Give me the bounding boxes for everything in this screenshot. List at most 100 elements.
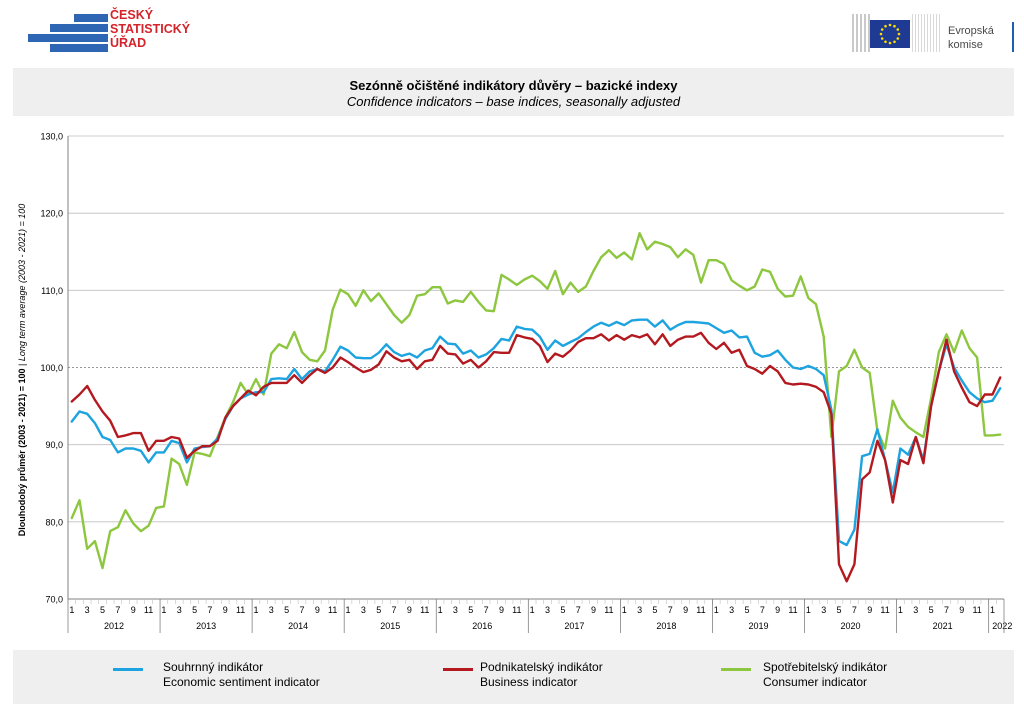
legend-swatch-economic bbox=[113, 668, 143, 671]
eu-logo-divider bbox=[1012, 22, 1014, 52]
x-year-label: 2020 bbox=[841, 621, 861, 631]
legend-label-economic: Souhrnný indikátor bbox=[163, 660, 264, 674]
x-month-label: 3 bbox=[637, 605, 642, 615]
x-month-label: 3 bbox=[453, 605, 458, 615]
csu-logo-line-1: ČESKÝ bbox=[110, 8, 154, 22]
x-year-label: 2015 bbox=[380, 621, 400, 631]
x-month-label: 5 bbox=[652, 605, 657, 615]
x-month-label: 1 bbox=[530, 605, 535, 615]
x-month-label: 3 bbox=[729, 605, 734, 615]
x-month-label: 1 bbox=[346, 605, 351, 615]
x-month-label: 11 bbox=[788, 605, 797, 615]
x-month-label: 11 bbox=[420, 605, 429, 615]
x-month-label: 1 bbox=[806, 605, 811, 615]
eu-commission-logo: Evropská komise bbox=[852, 6, 1022, 56]
x-month-label: 7 bbox=[484, 605, 489, 615]
x-year-label: 2018 bbox=[656, 621, 676, 631]
x-month-label: 11 bbox=[144, 605, 153, 615]
eu-star bbox=[879, 32, 883, 36]
csu-logo-line-2: STATISTICKÝ bbox=[110, 22, 191, 36]
csu-logo-text: ČESKÝ STATISTICKÝ ÚŘAD bbox=[110, 8, 190, 50]
chart-subtitle: Confidence indicators – base indices, se… bbox=[346, 94, 681, 109]
eu-star bbox=[893, 24, 896, 28]
x-month-label: 5 bbox=[744, 605, 749, 615]
x-month-label: 5 bbox=[468, 605, 473, 615]
legend-label-consumer-en: Consumer indicator bbox=[763, 675, 868, 689]
x-month-label: 5 bbox=[929, 605, 934, 615]
x-month-label: 1 bbox=[253, 605, 258, 615]
eu-star bbox=[896, 28, 900, 31]
x-month-label: 7 bbox=[668, 605, 673, 615]
y-tick-label: 110,0 bbox=[41, 286, 63, 296]
chart-legend: Souhrnný indikátor Economic sentiment in… bbox=[13, 650, 1014, 704]
eu-logo-line-2: komise bbox=[948, 39, 983, 51]
x-month-label: 1 bbox=[622, 605, 627, 615]
y-tick-label: 120,0 bbox=[40, 209, 63, 219]
x-month-label: 1 bbox=[990, 605, 995, 615]
eu-star bbox=[880, 28, 884, 31]
x-year-label: 2016 bbox=[472, 621, 492, 631]
csu-logo: ČESKÝ STATISTICKÝ ÚŘAD bbox=[28, 8, 198, 58]
x-month-label: 1 bbox=[714, 605, 719, 615]
x-month-label: 7 bbox=[944, 605, 949, 615]
y-tick-label: 100,0 bbox=[40, 363, 63, 373]
x-month-label: 5 bbox=[376, 605, 381, 615]
series-line-economic bbox=[70, 318, 1002, 547]
x-month-label: 3 bbox=[177, 605, 182, 615]
x-month-label: 3 bbox=[913, 605, 918, 615]
x-month-label: 3 bbox=[361, 605, 366, 615]
x-year-label: 2014 bbox=[288, 621, 308, 631]
x-month-label: 1 bbox=[438, 605, 443, 615]
x-month-label: 5 bbox=[837, 605, 842, 615]
x-month-label: 11 bbox=[604, 605, 613, 615]
x-month-label: 9 bbox=[223, 605, 228, 615]
series-line-consumer bbox=[70, 231, 1002, 570]
eu-building-icon bbox=[852, 14, 870, 52]
x-month-label: 9 bbox=[683, 605, 688, 615]
x-month-label: 9 bbox=[315, 605, 320, 615]
x-month-label: 3 bbox=[545, 605, 550, 615]
x-month-label: 11 bbox=[328, 605, 337, 615]
x-month-label: 5 bbox=[100, 605, 105, 615]
eu-star bbox=[884, 40, 887, 44]
x-month-label: 11 bbox=[512, 605, 521, 615]
x-month-label: 1 bbox=[161, 605, 166, 615]
x-month-label: 5 bbox=[284, 605, 289, 615]
eu-star bbox=[880, 37, 884, 40]
eu-logo-line-1: Evropská bbox=[948, 25, 994, 37]
eu-building-shade bbox=[912, 14, 942, 52]
legend-label-economic-en: Economic sentiment indicator bbox=[163, 675, 320, 689]
eu-star bbox=[893, 40, 896, 44]
x-year-label: 2019 bbox=[748, 621, 768, 631]
x-month-label: 9 bbox=[867, 605, 872, 615]
x-month-label: 7 bbox=[392, 605, 397, 615]
x-month-label: 5 bbox=[560, 605, 565, 615]
y-tick-label: 80,0 bbox=[45, 517, 63, 527]
x-month-label: 9 bbox=[959, 605, 964, 615]
legend-swatch-business bbox=[443, 668, 473, 671]
legend-label-business-en: Business indicator bbox=[480, 675, 578, 689]
x-month-label: 1 bbox=[69, 605, 74, 615]
eu-logo-text: Evropská komise bbox=[948, 24, 994, 52]
legend-item-economic: Souhrnný indikátor Economic sentiment in… bbox=[163, 660, 320, 690]
x-month-label: 9 bbox=[131, 605, 136, 615]
x-year-label: 2012 bbox=[104, 621, 124, 631]
x-month-label: 9 bbox=[499, 605, 504, 615]
x-month-label: 7 bbox=[760, 605, 765, 615]
x-month-label: 7 bbox=[115, 605, 120, 615]
x-month-label: 7 bbox=[207, 605, 212, 615]
x-year-label: 2021 bbox=[933, 621, 953, 631]
x-month-label: 3 bbox=[821, 605, 826, 615]
x-year-label: 2017 bbox=[564, 621, 584, 631]
legend-swatch-consumer bbox=[721, 668, 751, 671]
x-month-label: 9 bbox=[775, 605, 780, 615]
x-month-label: 7 bbox=[576, 605, 581, 615]
x-year-label: 2022 bbox=[992, 621, 1012, 631]
y-tick-label: 90,0 bbox=[45, 440, 63, 450]
eu-flag-icon bbox=[870, 20, 910, 48]
x-month-label: 5 bbox=[192, 605, 197, 615]
x-year-label: 2013 bbox=[196, 621, 216, 631]
legend-label-business: Podnikatelský indikátor bbox=[480, 660, 603, 674]
eu-star bbox=[888, 23, 892, 27]
